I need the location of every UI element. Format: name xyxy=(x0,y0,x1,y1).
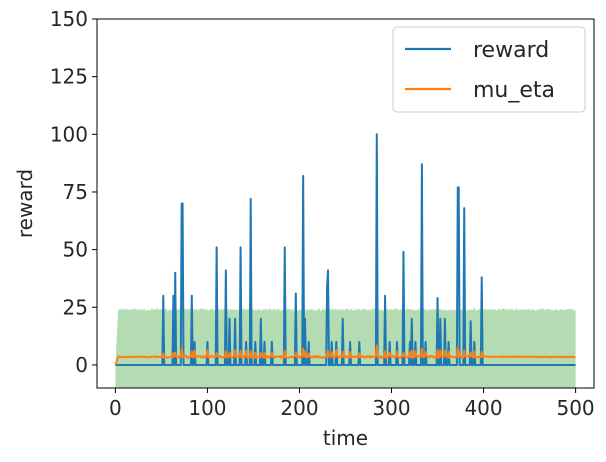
y-tick-label: 25 xyxy=(63,295,88,319)
confidence-band-layer xyxy=(115,305,576,388)
x-tick-label: 400 xyxy=(464,396,502,420)
x-tick-label: 500 xyxy=(556,396,594,420)
y-axis-ticks: 0 25 50 75 100 125 150 xyxy=(50,7,97,377)
y-axis-title: reward xyxy=(13,169,37,238)
y-tick-label: 50 xyxy=(63,238,88,262)
legend-label-reward: reward xyxy=(473,38,549,63)
x-tick-label: 300 xyxy=(372,396,410,420)
y-tick-label: 150 xyxy=(50,7,88,31)
legend: reward mu_eta xyxy=(392,26,586,113)
plot-frame xyxy=(96,18,595,389)
series-line-reward xyxy=(115,133,576,366)
series-line-layer xyxy=(114,133,576,366)
y-tick-label: 0 xyxy=(75,353,88,377)
x-axis-title: time xyxy=(323,426,368,450)
confidence-band xyxy=(115,305,576,388)
x-tick-label: 200 xyxy=(280,396,318,420)
y-tick-label: 125 xyxy=(50,65,88,89)
legend-label-mu-eta: mu_eta xyxy=(473,78,555,103)
y-tick-label: 100 xyxy=(50,122,88,146)
x-axis-ticks: 0 100 200 300 400 500 xyxy=(109,388,595,420)
y-tick-label: 75 xyxy=(63,180,88,204)
x-tick-label: 0 xyxy=(109,396,122,420)
x-tick-label: 100 xyxy=(188,396,226,420)
series-line-mu-eta xyxy=(114,344,576,366)
